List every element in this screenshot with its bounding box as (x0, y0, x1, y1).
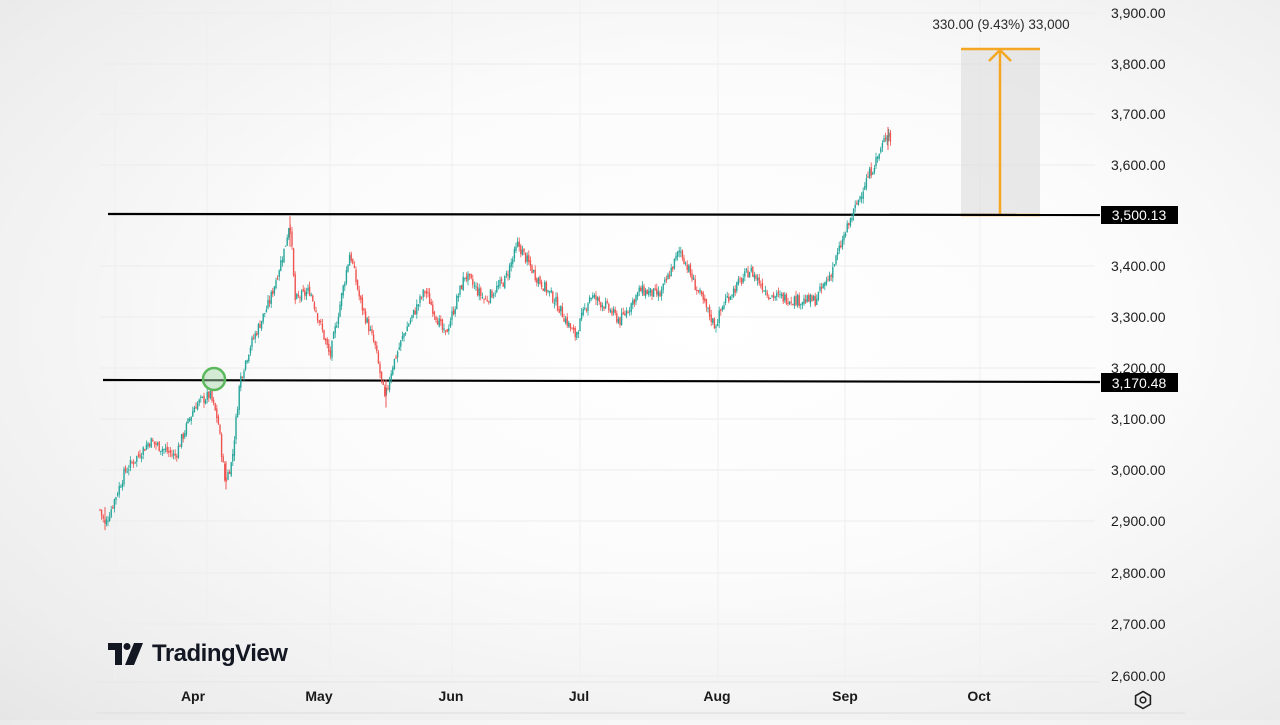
x-tick-label: Sep (832, 688, 858, 704)
x-tick-label: Aug (703, 688, 730, 704)
x-tick-label: Jul (569, 688, 589, 704)
brand-name: TradingView (152, 640, 288, 667)
y-tick-label: 2,800.00 (1111, 565, 1166, 581)
tradingview-logo[interactable]: TradingView (108, 640, 288, 668)
measure-label: 330.00 (9.43%) 33,000 (932, 17, 1069, 32)
y-tick-label: 3,200.00 (1111, 360, 1166, 376)
x-tick-label: Jun (439, 688, 464, 704)
y-tick-label: 3,400.00 (1111, 258, 1166, 274)
candlestick-series (99, 126, 892, 531)
price-range-measure[interactable] (961, 47, 1040, 217)
x-tick-label: May (305, 688, 332, 704)
x-tick-label: Oct (967, 688, 991, 704)
y-tick-label: 3,600.00 (1111, 157, 1166, 173)
resistance-line[interactable] (107, 212, 1101, 217)
y-tick-label: 3,300.00 (1111, 309, 1166, 325)
support-price-label: 3,170.48 (1112, 375, 1167, 391)
y-tick-label: 3,700.00 (1111, 106, 1166, 122)
y-axis[interactable]: 3,900.00 3,800.00 3,700.00 3,600.00 3,400.00… (1111, 5, 1166, 684)
x-tick-label: Apr (181, 688, 206, 704)
x-axis[interactable]: Apr May Jun Jul Aug Sep Oct (181, 688, 991, 704)
y-tick-label: 2,600.00 (1111, 668, 1166, 684)
resistance-price-label: 3,500.13 (1112, 207, 1167, 223)
tradingview-logo-icon (108, 643, 143, 665)
arrow-up-icon (988, 48, 1012, 62)
y-tick-label: 3,000.00 (1111, 462, 1166, 478)
y-tick-label: 2,700.00 (1111, 616, 1166, 632)
y-tick-label: 3,800.00 (1111, 56, 1166, 72)
grid-lines (100, 0, 1095, 682)
y-tick-label: 3,900.00 (1111, 5, 1166, 21)
support-price-badge: 3,170.48 (1101, 373, 1178, 392)
support-line[interactable] (102, 378, 1101, 384)
y-tick-label: 3,100.00 (1111, 411, 1166, 427)
resistance-price-badge: 3,500.13 (1101, 206, 1178, 224)
settings-gear-icon[interactable] (1133, 690, 1153, 710)
breakout-circle-marker[interactable] (201, 366, 227, 392)
y-tick-label: 2,900.00 (1111, 513, 1166, 529)
